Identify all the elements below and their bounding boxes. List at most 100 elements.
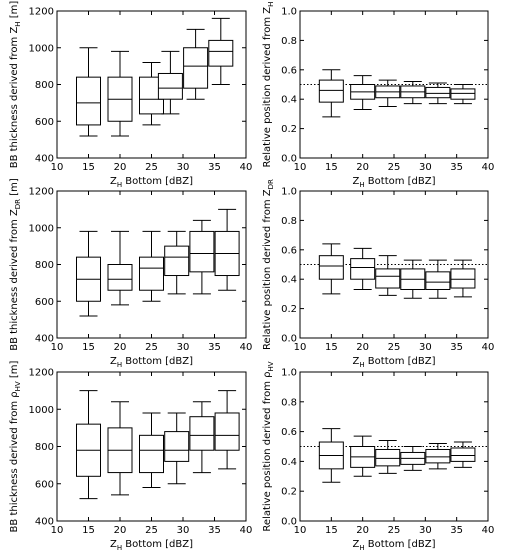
y-tick-label: 1200 — [29, 368, 54, 379]
x-tick-label: 40 — [240, 342, 253, 353]
box-iqr — [375, 448, 401, 467]
box-iqr — [214, 412, 240, 451]
box-2 — [350, 435, 376, 477]
x-tick-label: 30 — [177, 525, 190, 536]
x-axis-label: ZH Bottom [dBZ] — [110, 539, 193, 550]
y-tick-label: 0.6 — [281, 245, 297, 256]
box-3 — [375, 440, 401, 474]
box-2 — [350, 75, 376, 110]
y-tick-label: 0.0 — [281, 154, 297, 165]
panel-3: 10 15 20 25 30 35 40 400 600 800 1000 1200 ZH Bottom… — [9, 178, 252, 369]
box-5 — [183, 28, 209, 100]
x-tick-label: 35 — [450, 342, 463, 353]
box-3 — [375, 79, 401, 108]
x-tick-label: 40 — [482, 162, 495, 173]
y-tick-label: 1.0 — [281, 187, 297, 198]
x-axis-label: ZH Bottom [dBZ] — [352, 176, 435, 189]
y-tick-label: 600 — [35, 297, 54, 308]
box-6 — [450, 84, 476, 105]
y-tick-label: 0.8 — [281, 36, 297, 47]
x-tick-label: 15 — [82, 342, 95, 353]
x-axis-label: ZH Bottom [dBZ] — [110, 356, 193, 369]
box-6 — [214, 208, 240, 291]
y-tick-label: 0.2 — [281, 487, 297, 498]
box-iqr — [375, 268, 401, 289]
box-iqr — [139, 256, 164, 291]
box-1 — [76, 390, 101, 500]
y-tick-label: 0.6 — [281, 65, 297, 76]
x-tick-label: 10 — [294, 342, 307, 353]
x-tick-label: 25 — [388, 162, 401, 173]
box-1 — [76, 47, 101, 137]
x-tick-label: 15 — [325, 162, 338, 173]
box-iqr — [157, 72, 183, 100]
box-iqr — [425, 448, 451, 464]
y-tick-label: 1000 — [29, 223, 54, 234]
y-tick-label: 1000 — [29, 405, 54, 416]
box-1 — [318, 69, 344, 118]
box-4 — [164, 412, 190, 485]
box-5 — [425, 259, 451, 299]
x-tick-label: 25 — [388, 342, 401, 353]
x-tick-label: 20 — [356, 342, 369, 353]
x-tick-label: 30 — [419, 342, 432, 353]
x-tick-label: 20 — [114, 162, 127, 173]
box-2 — [107, 230, 133, 306]
y-axis-label: Relative position derived from ZDR — [262, 179, 275, 350]
box-6 — [450, 259, 476, 298]
box-iqr — [450, 268, 476, 289]
box-1 — [76, 230, 101, 317]
x-tick-label: 15 — [325, 525, 338, 536]
x-tick-label: 30 — [419, 162, 432, 173]
panel-4: 10 15 20 25 30 35 40 0.0 0.2 0.4 0.6 0.8 1.0 ZH Botto… — [262, 179, 494, 369]
y-tick-label: 800 — [35, 442, 54, 453]
x-tick-label: 25 — [145, 525, 158, 536]
y-tick-label: 0.4 — [281, 95, 297, 106]
box-iqr — [189, 416, 215, 451]
box-6 — [450, 441, 476, 468]
box-4 — [400, 446, 426, 471]
y-tick-label: 400 — [35, 517, 54, 528]
box-3 — [139, 230, 164, 302]
box-iqr — [164, 431, 190, 462]
x-tick-label: 20 — [114, 525, 127, 536]
box-1 — [318, 428, 344, 483]
box-5 — [425, 82, 451, 105]
y-tick-label: 1.0 — [281, 7, 297, 18]
box-iqr — [318, 79, 344, 103]
x-tick-label: 30 — [419, 525, 432, 536]
y-tick-label: 0.2 — [281, 304, 297, 315]
box-5 — [425, 443, 451, 470]
x-tick-label: 40 — [240, 525, 253, 536]
x-tick-label: 10 — [294, 162, 307, 173]
box-iqr — [189, 230, 215, 273]
box-iqr — [183, 47, 209, 89]
y-axis-label: Relative position derived from ZH — [262, 2, 275, 168]
y-axis-label: BB thickness derived from ZDR [m] — [9, 178, 22, 351]
box-iqr — [425, 271, 451, 290]
x-tick-label: 25 — [388, 525, 401, 536]
box-iqr — [450, 88, 476, 100]
x-tick-label: 20 — [356, 525, 369, 536]
x-tick-label: 40 — [482, 525, 495, 536]
y-axis-label: Relative position derived from ρHV — [262, 361, 275, 531]
panel-1: 10 15 20 25 30 35 40 400 600 800 1000 1200 ZH Bottom… — [9, 1, 252, 189]
y-tick-label: 0.4 — [281, 275, 297, 286]
y-tick-label: 1000 — [29, 43, 54, 54]
x-tick-label: 20 — [356, 162, 369, 173]
x-tick-label: 35 — [208, 525, 221, 536]
y-axis-label: BB thickness derived from ρHV [m] — [9, 360, 22, 532]
y-tick-label: 600 — [35, 479, 54, 490]
x-tick-label: 35 — [450, 525, 463, 536]
box-3 — [139, 412, 164, 488]
box-iqr — [76, 76, 101, 126]
x-tick-label: 15 — [325, 342, 338, 353]
x-axis-label: ZH Bottom [dBZ] — [352, 539, 435, 550]
box-4 — [157, 50, 183, 115]
x-tick-label: 15 — [82, 162, 95, 173]
box-iqr — [425, 86, 451, 99]
y-tick-label: 0.8 — [281, 216, 297, 227]
box-4 — [400, 259, 426, 299]
box-4 — [400, 81, 426, 105]
y-tick-label: 1200 — [29, 7, 54, 18]
